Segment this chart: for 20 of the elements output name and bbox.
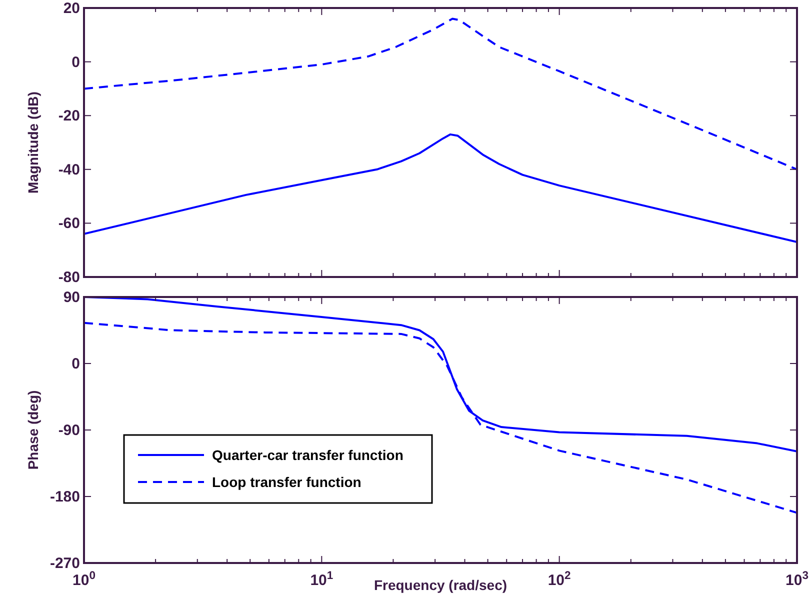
y-axis-title: Phase (deg) [25,390,41,470]
y-tick-label: -40 [58,161,80,178]
legend-label: Loop transfer function [212,474,362,490]
x-axis-title: Frequency (rad/sec) [374,577,508,593]
y-axis-title: Magnitude (dB) [25,92,41,194]
y-tick-label: -80 [58,269,80,286]
y-tick-label: -90 [58,422,80,439]
x-tick-label: 10$^{1}$ [310,570,334,589]
y-tick-label: -270 [50,555,80,572]
y-tick-label: 90 [63,289,80,306]
legend-label: Quarter-car transfer function [212,447,404,463]
x-tick-label: 10$^{0}$ [72,570,96,589]
y-tick-label: -180 [50,488,80,506]
x-tick-label: 10$^{3}$ [786,570,808,589]
y-tick-label: -20 [58,108,80,125]
y-tick-label: -60 [58,215,80,232]
y-tick-label: 20 [63,0,80,17]
y-tick-label: 0 [72,356,80,372]
x-tick-label: 10$^{2}$ [548,570,571,589]
y-tick-label: 0 [72,54,80,71]
